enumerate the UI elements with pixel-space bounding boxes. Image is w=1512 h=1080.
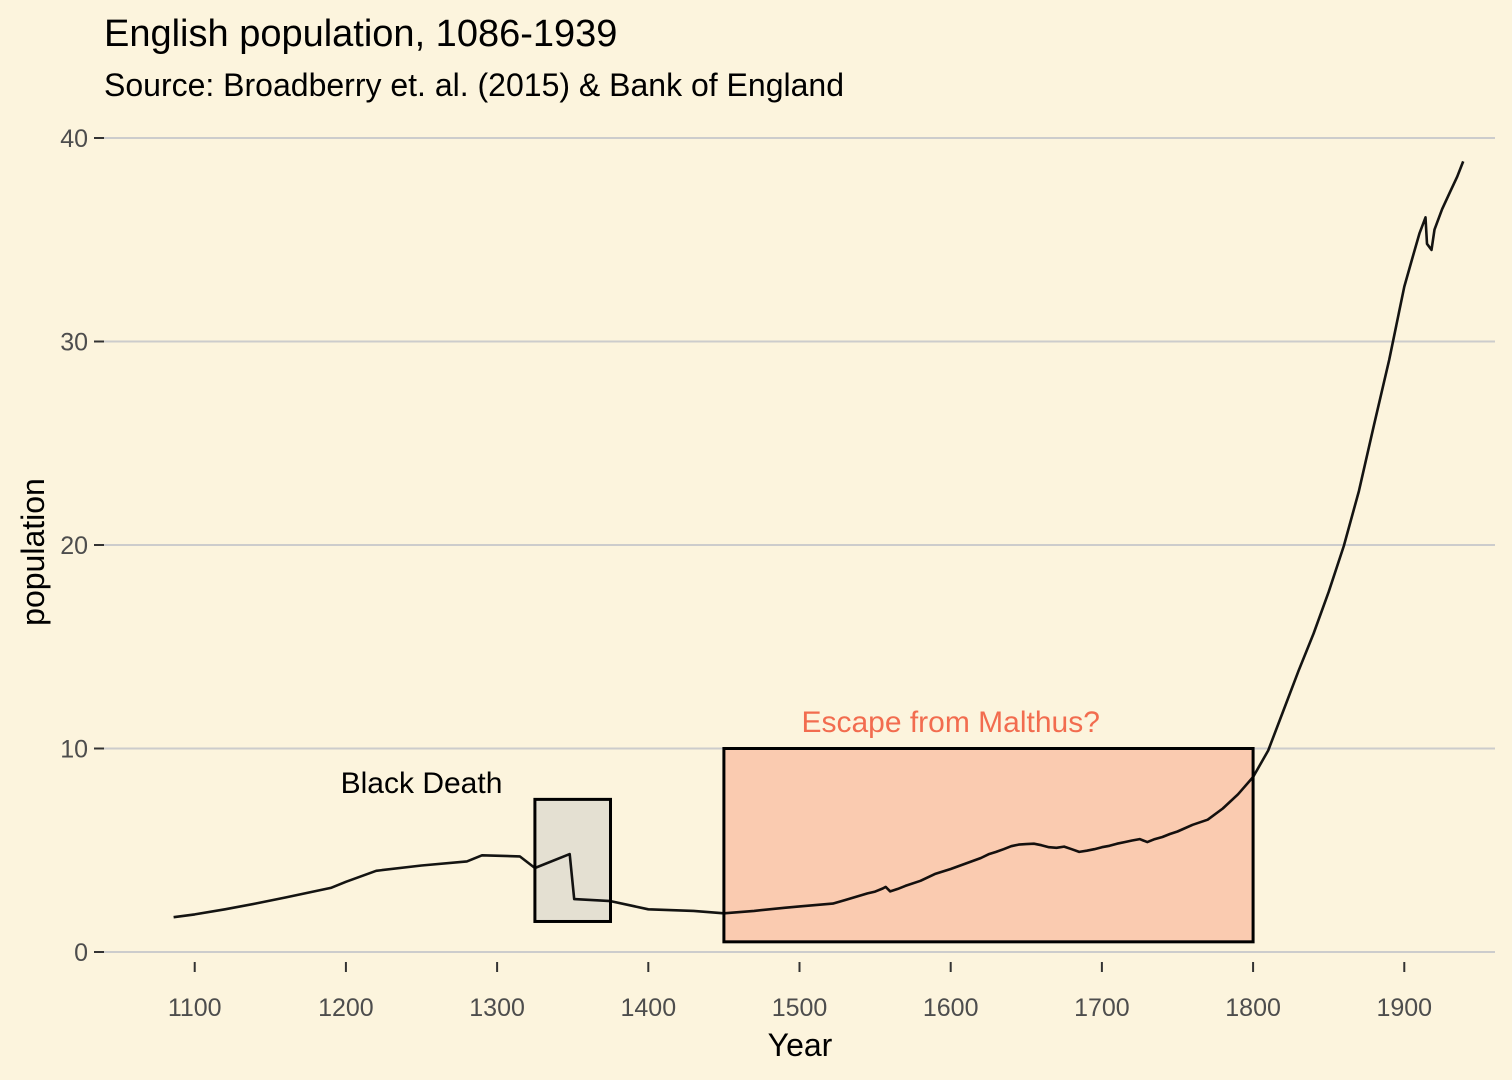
annotation-rect-1 [722,747,1255,944]
x-tick-label: 1400 [620,994,676,1022]
y-axis: 0 10 20 30 40 [60,125,104,967]
x-tick-label: 1100 [168,994,222,1022]
x-axis-title: Year [768,1027,833,1063]
y-tick-label: 40 [60,125,88,153]
x-tick-label: 1700 [1074,994,1130,1022]
annotation-rect-0 [533,797,613,923]
annotation-labels: Black Death Escape from Malthus? [341,706,1100,800]
x-tick-label: 1500 [772,994,828,1022]
series-layer [173,160,1465,919]
y-tick-label: 0 [74,939,88,967]
annotation-label-1: Escape from Malthus? [801,706,1099,739]
chart-title: English population, 1086-1939 [104,13,617,55]
y-tick-label: 30 [60,329,88,357]
x-axis: 1100 1200 1300 1400 1500 1600 1700 1800 1900 [168,962,1432,1022]
y-tick-label: 20 [60,532,88,560]
y-tick-label: 10 [60,736,88,764]
x-tick-label: 1600 [923,994,979,1022]
y-axis-title: population [15,478,51,626]
x-tick-label: 1900 [1376,994,1432,1022]
annotation-rects [533,747,1255,944]
x-tick-label: 1200 [318,994,374,1022]
chart-subtitle: Source: Broadberry et. al. (2015) & Bank… [104,67,844,103]
grid-lines [104,137,1495,953]
annotation-label-0: Black Death [341,767,503,800]
x-tick-label: 1300 [469,994,525,1022]
x-tick-label: 1800 [1225,994,1281,1022]
series-line-0 [173,160,1465,919]
